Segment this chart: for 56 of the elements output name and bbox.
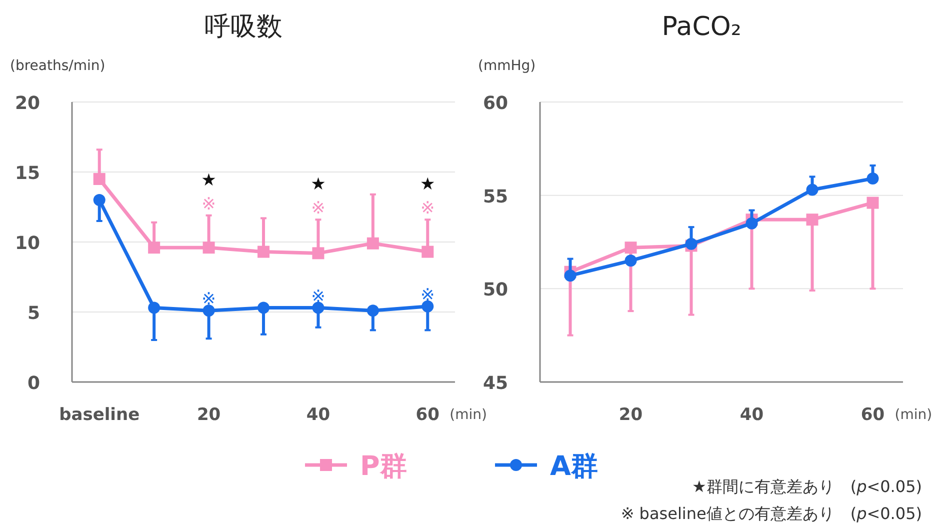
x-tick-label: 60 bbox=[860, 405, 885, 425]
y-tick-label: 55 bbox=[482, 186, 508, 208]
x-tick-label: 20 bbox=[618, 405, 643, 425]
legend-item: A群 bbox=[495, 451, 598, 482]
text: ★群間に有意差あり (p<0.05) bbox=[692, 477, 922, 496]
y-axis-title: (breaths/min) bbox=[10, 58, 106, 74]
y-tick-label: 10 bbox=[14, 233, 40, 254]
point bbox=[312, 302, 324, 314]
y-tick-label: 0 bbox=[27, 373, 40, 394]
annotation: ★※ bbox=[310, 174, 326, 219]
text: ※ baseline値との有意差あり (p<0.05) bbox=[620, 504, 922, 523]
point bbox=[866, 196, 879, 209]
x-tick-label: 60 bbox=[416, 405, 440, 425]
y-tick-label: 5 bbox=[27, 303, 40, 324]
x-axis-title: (min) bbox=[894, 407, 932, 423]
legend-label: A群 bbox=[550, 451, 598, 482]
x-tick-label: 20 bbox=[196, 405, 221, 425]
point bbox=[148, 242, 160, 254]
point bbox=[366, 304, 379, 317]
y-tick-label: 45 bbox=[482, 373, 508, 394]
point bbox=[866, 172, 879, 185]
point bbox=[202, 304, 215, 317]
chart-title: 呼吸数 bbox=[204, 12, 282, 42]
x-tick-label: baseline bbox=[59, 405, 140, 425]
point bbox=[624, 242, 637, 254]
x-tick-label: 40 bbox=[306, 405, 330, 425]
point bbox=[93, 173, 106, 185]
x-axis-title: (min) bbox=[450, 407, 487, 423]
y-tick-label: 20 bbox=[14, 93, 40, 114]
legend-label: P群 bbox=[360, 451, 407, 482]
point bbox=[746, 217, 758, 230]
x-tick-label: 40 bbox=[740, 405, 764, 425]
y-tick-label: 60 bbox=[482, 93, 508, 114]
chart-title: PaCO₂ bbox=[662, 12, 742, 42]
annotation: ★※ bbox=[420, 174, 436, 219]
y-tick-label: 50 bbox=[482, 280, 508, 301]
y-tick-label: 15 bbox=[14, 163, 40, 184]
point bbox=[806, 214, 818, 226]
point bbox=[806, 184, 818, 196]
point bbox=[422, 246, 434, 258]
legend-item: P群 bbox=[305, 451, 407, 482]
annotation: ※ bbox=[202, 290, 216, 310]
point bbox=[148, 302, 160, 314]
annotation: ※ bbox=[420, 285, 435, 306]
point bbox=[93, 194, 106, 206]
point bbox=[312, 247, 324, 260]
point bbox=[258, 246, 270, 258]
point bbox=[366, 237, 379, 250]
annotation: ★※ bbox=[201, 170, 216, 214]
annotation: ※ bbox=[311, 286, 326, 307]
point bbox=[564, 270, 576, 282]
y-axis-title: (mmHg) bbox=[478, 58, 536, 74]
point bbox=[202, 242, 215, 254]
point bbox=[258, 302, 270, 314]
point bbox=[624, 254, 637, 267]
point bbox=[422, 300, 434, 312]
